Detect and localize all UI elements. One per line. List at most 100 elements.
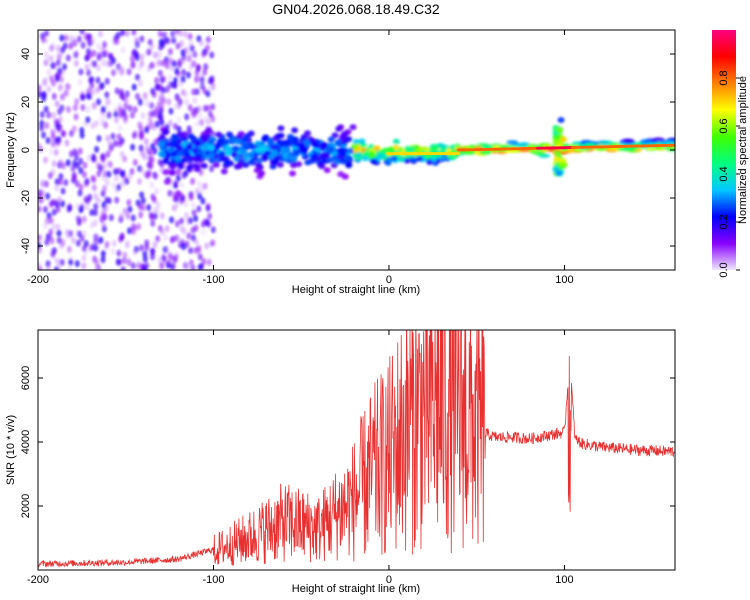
spectrogram-cell bbox=[327, 136, 335, 143]
spectrogram-cell bbox=[104, 240, 110, 248]
spectrogram-cell bbox=[174, 67, 180, 75]
spectrogram-cell bbox=[177, 151, 185, 158]
spectrogram-cell bbox=[38, 145, 44, 153]
spectrogram-cell bbox=[87, 193, 93, 201]
spectrogram-cell bbox=[58, 158, 64, 166]
spectrogram-cell bbox=[80, 41, 86, 49]
spectrogram-cell bbox=[164, 36, 170, 44]
spectrogram-cell bbox=[407, 146, 415, 153]
spectrogram-cell bbox=[200, 197, 206, 205]
spectrogram-cell bbox=[113, 187, 119, 195]
spectrogram-cell bbox=[184, 98, 190, 106]
spectrogram-cell bbox=[94, 145, 100, 153]
spectrogram-cell bbox=[163, 234, 169, 242]
spectrogram-cell bbox=[210, 226, 216, 234]
spectrogram-cell bbox=[85, 92, 91, 100]
spectrogram-cell bbox=[143, 138, 149, 146]
spectrogram-cell bbox=[156, 51, 162, 59]
spectrogram-cell bbox=[189, 44, 195, 52]
spectrogram-y-tick-label: 20 bbox=[20, 96, 32, 108]
spectrogram-cell bbox=[291, 127, 299, 134]
spectrogram-cell bbox=[205, 204, 211, 212]
spectrogram-cell bbox=[50, 250, 56, 258]
spectrogram-cell bbox=[142, 92, 148, 100]
spectrogram-cell bbox=[533, 151, 546, 156]
spectrogram-cell bbox=[140, 112, 146, 120]
spectrogram-cell bbox=[75, 214, 81, 222]
spectrogram-cell bbox=[118, 212, 124, 220]
spectrogram-cell bbox=[131, 30, 137, 36]
spectrogram-cell bbox=[293, 149, 301, 156]
spectrogram-cell bbox=[192, 50, 198, 58]
spectrogram-cell bbox=[144, 239, 150, 247]
spectrogram-cell bbox=[183, 47, 189, 55]
spectrogram-cell bbox=[134, 73, 140, 81]
spectrogram-x-label: Height of straight line (km) bbox=[292, 284, 420, 296]
spectrogram-cell bbox=[92, 209, 98, 217]
spectrogram-cell bbox=[110, 56, 116, 64]
spectrogram-cell bbox=[131, 223, 137, 231]
spectrogram-cell bbox=[289, 170, 297, 177]
spectrogram-cell bbox=[106, 197, 112, 205]
spectrogram-cell bbox=[181, 68, 187, 76]
spectrogram-cell bbox=[270, 149, 278, 156]
spectrogram-cell bbox=[175, 42, 181, 50]
spectrogram-cell bbox=[114, 87, 120, 95]
spectrogram-cell bbox=[149, 156, 155, 164]
spectrogram-cell bbox=[146, 100, 152, 108]
spectrogram-cell bbox=[48, 148, 54, 156]
spectrogram-cell bbox=[139, 53, 145, 61]
spectrogram-cell bbox=[68, 34, 74, 42]
spectrogram-cell bbox=[200, 220, 206, 228]
spectrogram-cell bbox=[153, 172, 159, 180]
spectrogram-cell bbox=[127, 104, 133, 112]
spectrogram-cell bbox=[220, 168, 228, 175]
spectrogram-cell bbox=[110, 132, 116, 140]
spectrogram-cell bbox=[198, 39, 204, 47]
spectrogram-cell bbox=[241, 150, 249, 157]
spectrogram-y-ticks: -40 -20 0 20 40 bbox=[20, 48, 675, 254]
spectrogram-cell bbox=[103, 204, 109, 212]
spectrogram-cell bbox=[254, 140, 262, 147]
spectrogram-cell bbox=[192, 96, 198, 104]
spectrogram-cell bbox=[98, 236, 104, 244]
spectrogram-cell bbox=[119, 150, 125, 158]
spectrogram-cell bbox=[67, 204, 73, 212]
spectrogram-cell bbox=[193, 224, 199, 232]
spectrogram-cell bbox=[94, 264, 100, 270]
spectrogram-cell bbox=[94, 259, 100, 267]
spectrogram-cell bbox=[159, 119, 165, 127]
spectrogram-cell bbox=[333, 158, 341, 165]
spectrogram-cell bbox=[206, 258, 212, 266]
spectrogram-cell bbox=[66, 245, 72, 253]
snr-y-tick-label: 4000 bbox=[20, 430, 32, 454]
spectrogram-cell bbox=[100, 153, 106, 161]
snr-frame bbox=[37, 329, 676, 571]
spectrogram-cell bbox=[46, 111, 52, 119]
spectrogram-cell bbox=[161, 254, 167, 262]
spectrogram-cell bbox=[559, 157, 567, 164]
spectrogram-cell bbox=[51, 62, 57, 70]
spectrogram-cell bbox=[88, 244, 94, 252]
spectrogram-cell bbox=[86, 69, 92, 77]
snr-y-tick-label: 2000 bbox=[20, 494, 32, 518]
spectrogram-cell bbox=[89, 208, 95, 216]
spectrogram-cell bbox=[96, 197, 102, 205]
spectrogram-cell bbox=[45, 233, 51, 241]
spectrogram-cell bbox=[65, 232, 71, 240]
spectrogram-cell bbox=[60, 238, 66, 246]
spectrogram-cell bbox=[106, 170, 112, 178]
spectrogram-cell bbox=[57, 115, 63, 123]
spectrogram-cell bbox=[202, 68, 208, 76]
spectrogram-cell bbox=[124, 91, 130, 99]
spectrogram-cell bbox=[318, 163, 326, 170]
spectrogram-cell bbox=[79, 131, 85, 139]
spectrogram-cell bbox=[114, 196, 120, 204]
spectrogram-cell bbox=[415, 155, 423, 162]
spectrogram-cell bbox=[181, 227, 187, 235]
spectrogram-cell bbox=[130, 61, 136, 69]
spectrogram-cell bbox=[38, 83, 42, 91]
spectrogram-cell bbox=[46, 68, 52, 76]
spectrogram-cell bbox=[65, 159, 71, 167]
spectrogram-cell bbox=[285, 153, 293, 160]
